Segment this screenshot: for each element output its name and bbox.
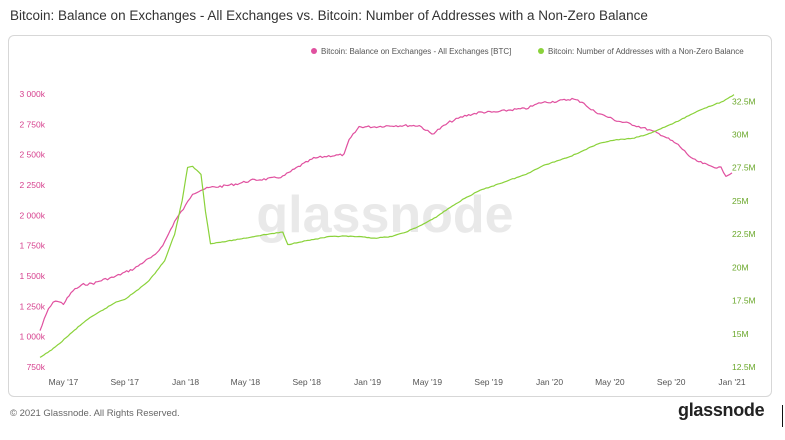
x-tick-label: Jan '19 <box>354 377 381 387</box>
left-tick-label: 2 000k <box>19 210 45 220</box>
left-tick-label: 1 750k <box>19 241 45 251</box>
x-tick-label: Sep '20 <box>657 377 686 387</box>
x-tick-label: Jan '21 <box>718 377 745 387</box>
left-tick-label: 2 250k <box>19 180 45 190</box>
left-tick-label: 1 250k <box>19 301 45 311</box>
chart-panel <box>8 35 772 397</box>
x-tick-label: May '18 <box>231 377 261 387</box>
right-tick-label: 20M <box>732 262 749 272</box>
chart-title: Bitcoin: Balance on Exchanges - All Exch… <box>10 8 648 23</box>
right-tick-label: 32.5M <box>732 96 756 106</box>
right-tick-label: 30M <box>732 130 749 140</box>
left-tick-label: 2 750k <box>19 119 45 129</box>
right-tick-label: 17.5M <box>732 296 756 306</box>
x-tick-label: Jan '18 <box>172 377 199 387</box>
right-tick-label: 12.5M <box>732 362 756 372</box>
left-tick-label: 1 000k <box>19 332 45 342</box>
copyright-text: © 2021 Glassnode. All Rights Reserved. <box>10 408 180 419</box>
x-tick-label: Jan '20 <box>536 377 563 387</box>
x-tick-label: May '20 <box>595 377 625 387</box>
x-tick-label: Sep '17 <box>110 377 139 387</box>
left-tick-label: 1 500k <box>19 271 45 281</box>
left-axis: 750k 1 000k 1 250k 1 500k 1 750k 2 000k 2 250k… <box>19 89 45 372</box>
watermark-text: glassnode <box>256 186 513 244</box>
left-tick-label: 750k <box>27 362 46 372</box>
legend-label-addresses: Bitcoin: Number of Addresses with a Non-… <box>548 47 744 56</box>
legend-label-balance: Bitcoin: Balance on Exchanges - All Exch… <box>321 47 511 56</box>
legend: Bitcoin: Balance on Exchanges - All Exch… <box>311 47 744 56</box>
left-tick-label: 2 500k <box>19 150 45 160</box>
series-line-balance <box>39 97 733 331</box>
x-tick-label: May '17 <box>49 377 79 387</box>
series-line-addresses <box>39 94 735 358</box>
x-tick-label: Sep '18 <box>292 377 321 387</box>
right-tick-label: 25M <box>732 196 749 206</box>
right-axis: 12.5M 15M 17.5M 20M 22.5M 25M 27.5M 30M 32.5M <box>732 96 756 372</box>
brand-logo: glassnode <box>678 400 765 420</box>
right-tick-label: 27.5M <box>732 163 756 173</box>
series-lines <box>39 94 735 358</box>
right-tick-label: 15M <box>732 329 749 339</box>
left-tick-label: 3 000k <box>19 89 45 99</box>
x-tick-label: May '19 <box>413 377 443 387</box>
edge-divider <box>782 405 783 427</box>
x-axis: May '17 Sep '17 Jan '18 May '18 Sep '18 Jan '… <box>49 377 746 387</box>
x-tick-label: Sep '19 <box>474 377 503 387</box>
right-tick-label: 22.5M <box>732 229 756 239</box>
legend-marker-addresses <box>538 48 544 54</box>
legend-marker-balance <box>311 48 317 54</box>
